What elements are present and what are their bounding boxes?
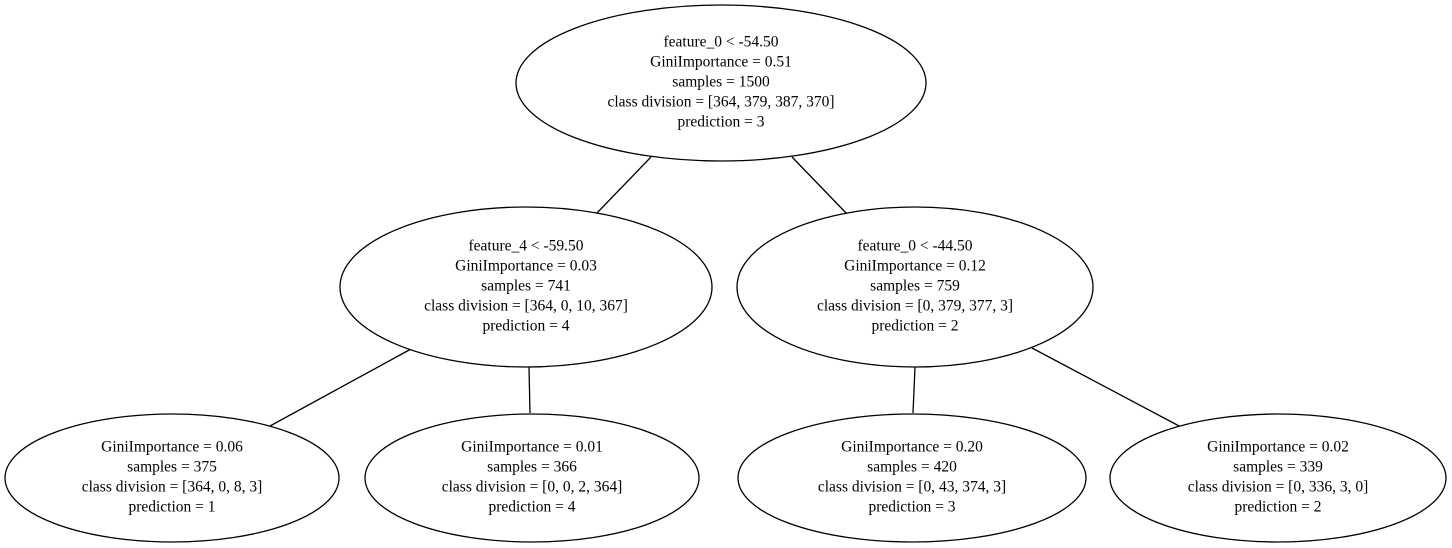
tree-node-root: feature_0 < -54.50 GiniImportance = 0.51 s… bbox=[515, 4, 927, 162]
tree-node-left: feature_4 < -59.50 GiniImportance = 0.03 s… bbox=[339, 206, 713, 368]
node-label-line: GiniImportance = 0.03 bbox=[455, 258, 597, 275]
node-label-line: class division = [0, 379, 377, 3] bbox=[817, 298, 1013, 315]
tree-node-right-left: GiniImportance = 0.20 samples = 420 class … bbox=[737, 413, 1087, 543]
node-label-line: prediction = 3 bbox=[677, 114, 764, 131]
node-ellipse bbox=[364, 413, 700, 543]
node-label-line: prediction = 1 bbox=[128, 499, 215, 516]
node-label-line: samples = 741 bbox=[481, 278, 571, 295]
node-label-line: class division = [0, 0, 2, 364] bbox=[442, 479, 623, 496]
node-label-line: class division = [364, 0, 8, 3] bbox=[82, 479, 263, 496]
node-ellipse bbox=[1109, 413, 1447, 543]
edge-root-to-right bbox=[791, 156, 849, 216]
node-label-line: GiniImportance = 0.51 bbox=[650, 54, 792, 71]
node-label-line: feature_0 < -44.50 bbox=[857, 238, 972, 255]
node-label-line: GiniImportance = 0.02 bbox=[1207, 439, 1349, 456]
node-label-line: class division = [0, 336, 3, 0] bbox=[1188, 479, 1369, 496]
node-label-line: samples = 420 bbox=[867, 459, 957, 476]
node-label-line: samples = 1500 bbox=[672, 74, 770, 91]
node-label-line: GiniImportance = 0.20 bbox=[841, 439, 983, 456]
node-label-line: GiniImportance = 0.01 bbox=[461, 439, 603, 456]
tree-node-left-right: GiniImportance = 0.01 samples = 366 class … bbox=[364, 413, 700, 543]
node-label-line: class division = [0, 43, 374, 3] bbox=[818, 479, 1006, 496]
node-label-line: samples = 366 bbox=[487, 459, 577, 476]
edge-left-to-left-right bbox=[528, 366, 531, 414]
node-ellipse bbox=[515, 4, 927, 162]
edge-left-to-left-left bbox=[269, 348, 412, 427]
tree-node-left-left: GiniImportance = 0.06 samples = 375 class … bbox=[4, 413, 340, 543]
node-label-line: class division = [364, 0, 10, 367] bbox=[424, 298, 628, 315]
edge-right-to-right-right bbox=[1031, 347, 1182, 428]
node-label-line: samples = 339 bbox=[1233, 459, 1323, 476]
node-label-line: samples = 375 bbox=[127, 459, 217, 476]
node-label-line: class division = [364, 379, 387, 370] bbox=[607, 94, 834, 111]
node-label-line: prediction = 3 bbox=[868, 499, 955, 516]
node-label-line: GiniImportance = 0.06 bbox=[101, 439, 243, 456]
node-label-line: samples = 759 bbox=[870, 278, 960, 295]
tree-nodes: feature_0 < -54.50 GiniImportance = 0.51 s… bbox=[4, 4, 1447, 543]
node-label-line: prediction = 2 bbox=[1234, 499, 1321, 516]
node-ellipse bbox=[736, 206, 1094, 368]
node-label-line: prediction = 4 bbox=[488, 499, 575, 516]
tree-node-right: feature_0 < -44.50 GiniImportance = 0.12 s… bbox=[736, 206, 1094, 368]
node-ellipse bbox=[4, 413, 340, 543]
edge-right-to-right-left bbox=[912, 366, 916, 414]
node-ellipse bbox=[339, 206, 713, 368]
node-label-line: feature_4 < -59.50 bbox=[468, 238, 583, 255]
tree-edges bbox=[269, 156, 1182, 428]
tree-node-right-right: GiniImportance = 0.02 samples = 339 class … bbox=[1109, 413, 1447, 543]
node-label-line: feature_0 < -54.50 bbox=[663, 34, 778, 51]
node-label-line: prediction = 2 bbox=[871, 318, 958, 335]
node-label-line: GiniImportance = 0.12 bbox=[844, 258, 986, 275]
node-label-line: prediction = 4 bbox=[482, 318, 569, 335]
edge-root-to-left bbox=[595, 156, 652, 215]
node-ellipse bbox=[737, 413, 1087, 543]
